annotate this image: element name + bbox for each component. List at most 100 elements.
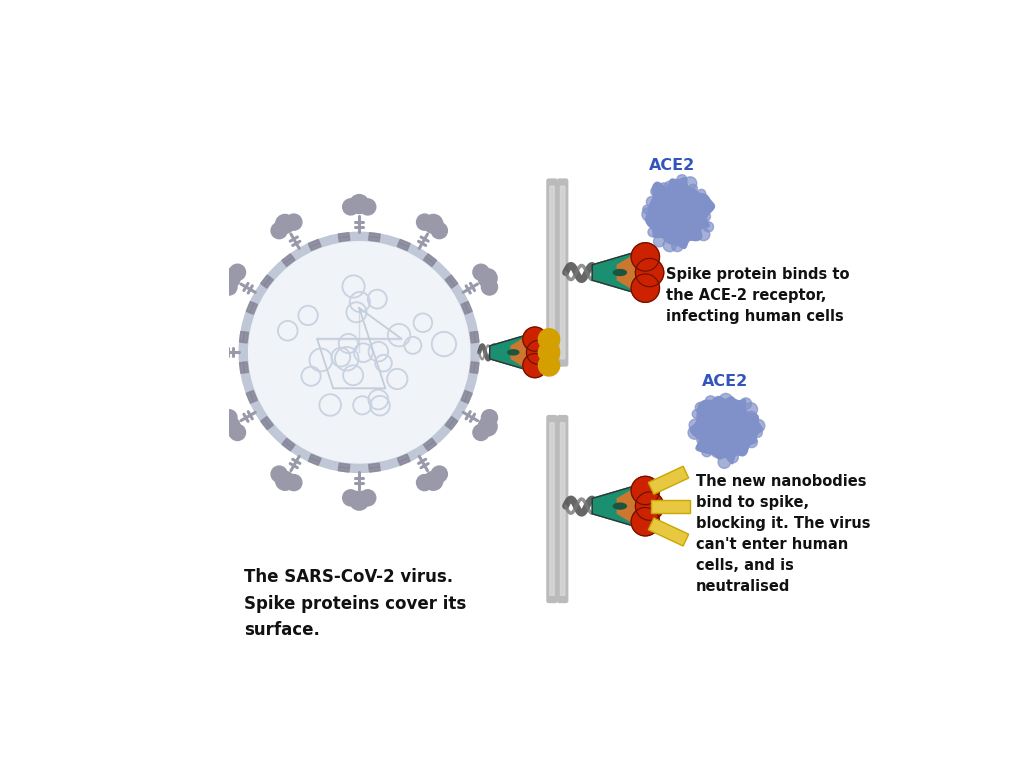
FancyBboxPatch shape [547,415,557,603]
Polygon shape [592,250,642,295]
Polygon shape [651,500,690,512]
Text: ACE2: ACE2 [649,158,695,173]
Circle shape [677,174,687,185]
Circle shape [719,393,732,407]
Circle shape [343,490,358,506]
FancyBboxPatch shape [560,422,565,595]
Polygon shape [261,419,270,429]
Circle shape [664,239,676,252]
Circle shape [703,439,714,449]
Polygon shape [465,392,472,403]
Polygon shape [592,484,642,528]
Circle shape [424,214,442,233]
FancyBboxPatch shape [558,415,567,603]
Circle shape [523,353,547,378]
Circle shape [350,194,369,214]
Circle shape [718,456,730,468]
Polygon shape [470,332,475,343]
Circle shape [736,438,750,451]
Circle shape [539,342,560,363]
Polygon shape [617,250,642,295]
Polygon shape [511,333,532,372]
Circle shape [481,409,498,425]
Circle shape [728,399,740,412]
Circle shape [648,227,657,237]
Text: Spike protein binds to
the ACE-2 receptor,
infecting human cells: Spike protein binds to the ACE-2 recepto… [667,266,850,323]
Circle shape [646,197,657,207]
Text: The new nanobodies
bind to spike,
blocking it. The virus
can't enter human
cells: The new nanobodies bind to spike, blocki… [695,474,870,594]
Circle shape [286,475,302,491]
Polygon shape [261,275,270,286]
Circle shape [684,177,696,190]
Circle shape [653,236,665,247]
Polygon shape [474,362,479,373]
Circle shape [694,200,703,209]
Polygon shape [398,240,410,247]
Circle shape [221,409,237,425]
Circle shape [631,476,659,505]
Circle shape [635,492,664,520]
Polygon shape [247,392,254,403]
Circle shape [689,419,700,431]
Circle shape [740,398,752,409]
Circle shape [240,232,479,472]
Circle shape [703,222,714,232]
Polygon shape [308,458,319,465]
Polygon shape [339,237,350,242]
Polygon shape [690,397,762,464]
Text: The SARS-CoV-2 virus.
Spike proteins cover its
surface.: The SARS-CoV-2 virus. Spike proteins cov… [244,568,466,639]
Polygon shape [285,257,295,266]
Polygon shape [470,362,475,372]
Polygon shape [426,254,436,263]
Circle shape [473,425,489,441]
Polygon shape [244,332,249,343]
Circle shape [417,214,432,230]
Circle shape [635,258,664,286]
Circle shape [249,242,470,463]
Circle shape [686,227,697,238]
Polygon shape [445,416,455,427]
Circle shape [649,216,659,226]
Polygon shape [424,439,434,448]
Circle shape [753,428,762,438]
Polygon shape [250,390,257,402]
Circle shape [478,269,497,288]
Circle shape [696,205,705,214]
Circle shape [695,402,706,412]
Circle shape [697,228,710,240]
FancyBboxPatch shape [547,179,557,366]
Circle shape [286,214,302,230]
Polygon shape [338,233,349,238]
Circle shape [651,187,660,197]
Circle shape [643,205,651,214]
Circle shape [672,240,683,252]
Polygon shape [282,254,293,263]
Circle shape [431,223,447,239]
FancyBboxPatch shape [550,422,554,595]
Ellipse shape [613,503,627,509]
Circle shape [431,466,447,482]
Text: ACE2: ACE2 [702,374,749,389]
Circle shape [539,329,560,350]
Polygon shape [617,484,642,528]
Polygon shape [250,303,257,314]
Circle shape [526,340,551,365]
Circle shape [229,425,246,441]
Circle shape [665,181,675,192]
Polygon shape [369,237,380,242]
Circle shape [523,327,547,351]
Circle shape [706,396,716,407]
Polygon shape [424,257,434,266]
Circle shape [206,353,222,369]
Polygon shape [310,243,322,250]
FancyBboxPatch shape [550,186,554,359]
Polygon shape [240,332,245,343]
Circle shape [539,355,560,376]
Circle shape [752,419,765,432]
Circle shape [697,189,706,197]
Circle shape [699,211,711,222]
Polygon shape [646,177,715,248]
Circle shape [697,435,708,445]
Polygon shape [445,277,455,288]
Circle shape [229,264,246,280]
